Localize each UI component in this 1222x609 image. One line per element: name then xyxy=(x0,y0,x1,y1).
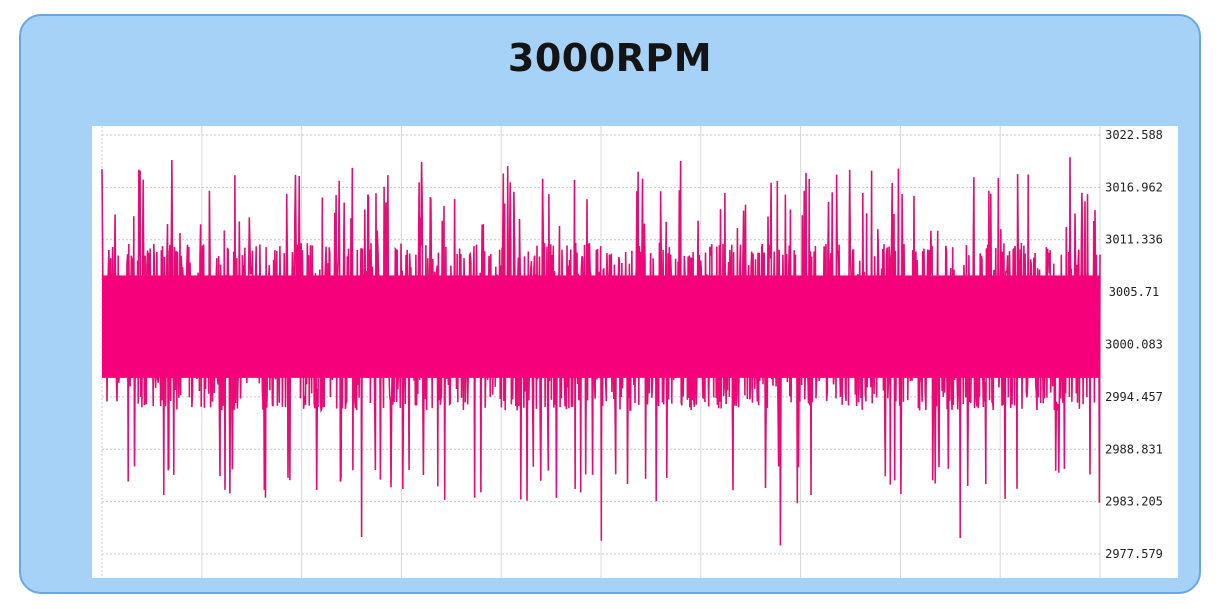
chart-title: 3000RPM xyxy=(507,36,713,80)
signal-series xyxy=(101,157,1101,546)
chart-card: 3000RPM 3022.588 3016.962 3011.336 3005.71 3… xyxy=(19,14,1201,594)
y-tick-label-7: 2983.205 xyxy=(1105,495,1163,509)
rpm-line-chart: 3022.588 3016.962 3011.336 3005.71 3000.083 2… xyxy=(101,126,1163,578)
y-tick-label-3: 3005.71 xyxy=(1109,285,1160,299)
signal-line xyxy=(101,157,1101,546)
y-axis-ticks: 3022.588 3016.962 3011.336 3005.71 3000.083 2… xyxy=(1105,128,1163,561)
chart-panel: 3022.588 3016.962 3011.336 3005.71 3000.083 2… xyxy=(92,126,1178,578)
y-tick-label-4: 3000.083 xyxy=(1105,338,1163,352)
y-tick-label-2: 3011.336 xyxy=(1105,233,1163,247)
y-tick-label-6: 2988.831 xyxy=(1105,442,1163,456)
y-tick-label-8: 2977.579 xyxy=(1105,547,1163,561)
y-tick-label-5: 2994.457 xyxy=(1105,390,1163,404)
y-tick-label-1: 3016.962 xyxy=(1105,180,1163,194)
y-tick-label-0: 3022.588 xyxy=(1105,128,1163,142)
